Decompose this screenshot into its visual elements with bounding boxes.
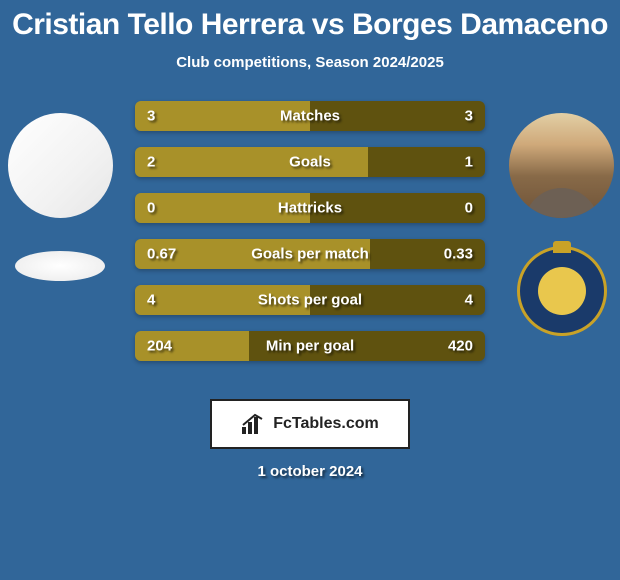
player-right-avatar — [509, 113, 614, 218]
stat-bar-row: 4 4 Shots per goal — [135, 285, 485, 315]
subtitle: Club competitions, Season 2024/2025 — [0, 54, 620, 71]
stat-right-value: 3 — [465, 108, 473, 125]
stat-left-value: 2 — [147, 154, 155, 171]
stat-left-value: 0.67 — [147, 246, 176, 263]
club-badge-right — [517, 246, 607, 336]
stat-bar-row: 204 420 Min per goal — [135, 331, 485, 361]
stat-label: Hattricks — [278, 200, 342, 217]
stat-label: Shots per goal — [258, 292, 362, 309]
stat-bar-row: 0.67 0.33 Goals per match — [135, 239, 485, 269]
page-title: Cristian Tello Herrera vs Borges Damacen… — [0, 0, 620, 42]
stat-right-value: 420 — [448, 338, 473, 355]
stat-right-value: 0.33 — [444, 246, 473, 263]
player-left-avatar — [8, 113, 113, 218]
stat-left-value: 4 — [147, 292, 155, 309]
comparison-panel: 3 3 Matches 2 1 Goals 0 0 Hattricks 0.67 0.33 Goals… — [0, 101, 620, 381]
stat-bar-row: 3 3 Matches — [135, 101, 485, 131]
stat-bar-row: 0 0 Hattricks — [135, 193, 485, 223]
attribution-box: FcTables.com — [210, 399, 410, 449]
stat-right-value: 1 — [465, 154, 473, 171]
stat-bars: 3 3 Matches 2 1 Goals 0 0 Hattricks 0.67 0.33 Goals… — [135, 101, 485, 377]
stat-left-value: 0 — [147, 200, 155, 217]
stat-bar-left-segment — [135, 147, 368, 177]
stat-label: Matches — [280, 108, 340, 125]
stat-bar-row: 2 1 Goals — [135, 147, 485, 177]
club-badge-left — [15, 251, 105, 281]
stat-label: Goals per match — [251, 246, 369, 263]
stat-right-value: 4 — [465, 292, 473, 309]
stat-left-value: 3 — [147, 108, 155, 125]
stat-right-value: 0 — [465, 200, 473, 217]
attribution-text: FcTables.com — [273, 415, 379, 433]
stat-label: Goals — [289, 154, 331, 171]
stat-left-value: 204 — [147, 338, 172, 355]
stat-label: Min per goal — [266, 338, 354, 355]
date-label: 1 october 2024 — [0, 463, 620, 480]
fctables-logo-icon — [241, 413, 267, 435]
